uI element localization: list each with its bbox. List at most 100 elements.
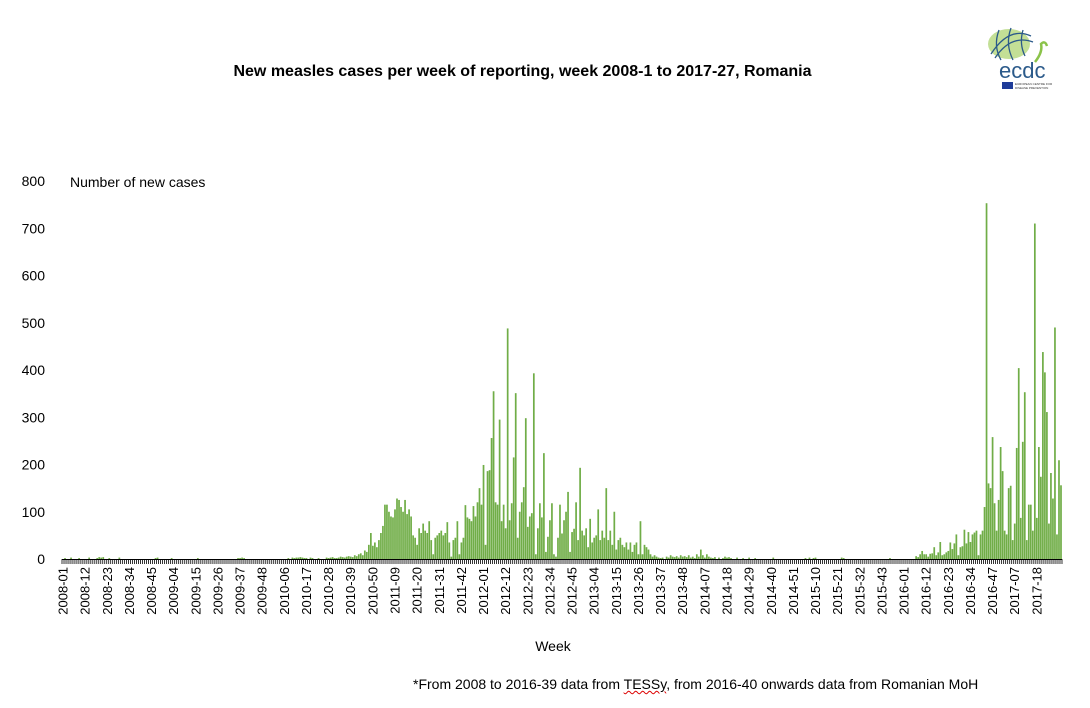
bar [563,520,565,559]
bar [400,507,402,559]
bar [357,554,360,559]
bar [452,540,455,559]
x-tick-label: 2014-18 [720,567,735,615]
bar [436,535,439,560]
bar [518,511,521,559]
bar [1042,352,1044,559]
x-tick-label: 2010-50 [365,567,380,615]
bar [156,557,159,559]
bar [939,541,942,559]
bar [1033,223,1036,559]
bar [464,505,467,559]
bar [472,506,475,559]
bar [335,558,338,559]
bar [305,558,308,559]
bar [376,547,378,559]
x-tick-label: 2014-29 [742,567,757,615]
bar [581,530,583,559]
x-tick-label: 2014-40 [764,567,779,615]
bar [945,552,948,559]
x-tick-label: 2015-10 [808,567,823,615]
bar [585,528,587,559]
bar [1056,534,1058,559]
bar [1054,327,1056,559]
bar [985,203,988,559]
bar [989,488,992,560]
bar [480,504,483,559]
bar [440,530,443,559]
bar [478,488,481,560]
bar [424,530,427,559]
bar [736,557,738,559]
bar [396,498,398,559]
bar [555,556,557,559]
bar [683,556,686,559]
bar [388,511,390,559]
bar [609,530,612,559]
bar [442,535,445,560]
bar [96,558,99,559]
bar [635,542,638,559]
x-tick-label: 2011-31 [432,567,447,614]
bar [355,556,358,559]
x-tick-label: 2013-37 [653,567,668,615]
x-tick-label: 2014-07 [697,567,712,615]
x-tick-label: 2009-37 [233,567,248,615]
bar [494,502,497,559]
bar [949,542,952,559]
bar [951,549,954,559]
bar [390,516,392,559]
bar [613,511,616,559]
bar [804,558,807,559]
svg-text:ecdc: ecdc [999,58,1045,83]
bar [299,557,302,559]
bar [359,553,362,559]
bar [937,552,940,559]
bar [239,558,241,559]
bar [446,522,449,559]
x-tick-label: 2012-45 [565,567,580,615]
bar [625,542,628,559]
svg-text:DISEASE PREVENTION: DISEASE PREVENTION [1015,86,1048,90]
bar [498,419,501,559]
bar [547,536,549,559]
bar [675,556,678,559]
bar [514,393,517,559]
bars [64,203,1062,560]
bar [706,554,708,559]
y-tick-label: 600 [22,268,46,284]
bar [488,470,491,559]
bar [577,540,579,559]
bar [420,533,423,559]
bar [971,534,974,559]
bar [414,537,416,559]
bar [524,418,527,559]
bar [1023,392,1026,559]
bar [710,557,712,559]
bar [553,554,555,559]
bar [70,557,72,559]
footnote: *From 2008 to 2016-39 data from TESSy, f… [413,676,978,692]
bar [402,511,404,559]
bar [661,557,664,559]
bar [808,557,811,559]
bar [454,537,457,559]
x-tick-label: 2017-18 [1029,567,1044,615]
bar [432,554,435,559]
x-tick-label: 2015-43 [874,567,889,615]
bar [520,502,523,559]
bar [386,504,388,559]
bar [1044,372,1046,559]
bar [311,558,314,559]
bar [370,533,372,559]
bar [591,542,594,559]
bar [353,555,356,559]
bar [528,516,531,559]
bar [653,555,656,559]
bar [502,504,505,559]
bar [297,557,300,559]
bar [522,487,525,559]
x-tick-label: 2008-23 [100,567,115,615]
bar [679,555,682,559]
y-tick-label: 300 [22,409,46,425]
